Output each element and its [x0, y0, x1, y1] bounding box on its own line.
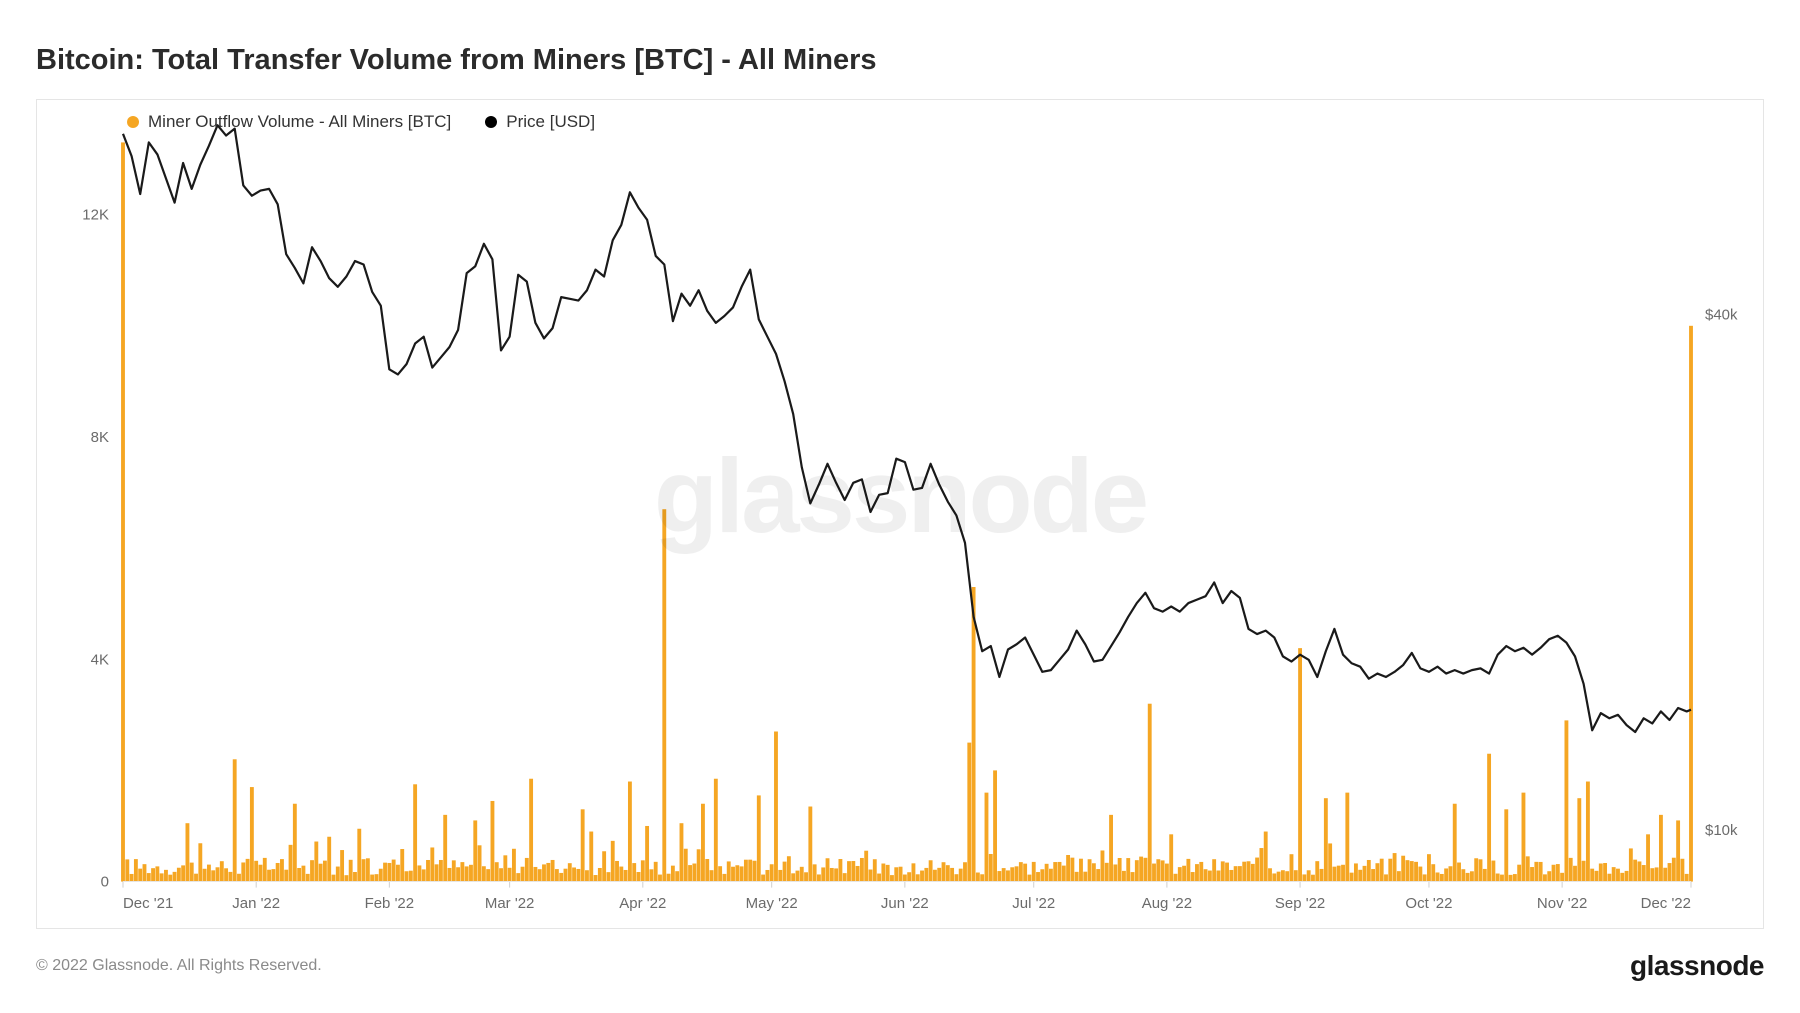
x-tick-label: Oct '22 — [1405, 895, 1452, 912]
y-right-tick-label: $10k — [1705, 822, 1738, 839]
x-tick-label: Sep '22 — [1275, 895, 1325, 912]
legend-dot-price — [485, 116, 497, 128]
y-left-tick-label: 4K — [91, 651, 109, 668]
x-tick-label: Jan '22 — [232, 895, 280, 912]
x-tick-label: Jul '22 — [1012, 895, 1055, 912]
brand-logo: glassnode — [1630, 950, 1764, 982]
legend-item-price: Price [USD] — [485, 112, 595, 132]
x-tick-label: Dec '21 — [123, 895, 173, 912]
x-tick-label: Dec '22 — [1641, 895, 1691, 912]
chart-legend: Miner Outflow Volume - All Miners [BTC] … — [127, 112, 595, 132]
copyright-text: © 2022 Glassnode. All Rights Reserved. — [36, 957, 322, 975]
x-tick-label: Aug '22 — [1142, 895, 1192, 912]
y-left-tick-label: 12K — [82, 207, 109, 224]
price-line — [123, 125, 1691, 732]
legend-label-outflow: Miner Outflow Volume - All Miners [BTC] — [148, 112, 451, 132]
chart-frame: Miner Outflow Volume - All Miners [BTC] … — [36, 99, 1764, 929]
legend-label-price: Price [USD] — [506, 112, 595, 132]
legend-item-outflow: Miner Outflow Volume - All Miners [BTC] — [127, 112, 451, 132]
x-tick-label: Apr '22 — [619, 895, 666, 912]
outflow-bars — [121, 142, 1693, 881]
x-tick-label: Jun '22 — [881, 895, 929, 912]
chart-title: Bitcoin: Total Transfer Volume from Mine… — [36, 44, 1764, 77]
legend-dot-outflow — [127, 116, 139, 128]
chart-canvas: 0 4K 8K 12K $10k $40k Dec '21 Jan '22 Feb '22 Mar… — [37, 100, 1763, 928]
x-tick-label: Nov '22 — [1537, 895, 1587, 912]
y-left-tick-label: 0 — [101, 874, 109, 891]
x-tick-label: Mar '22 — [485, 895, 535, 912]
y-right-tick-label: $40k — [1705, 306, 1738, 323]
x-tick-label: Feb '22 — [365, 895, 415, 912]
x-tick-label: May '22 — [746, 895, 798, 912]
y-left-tick-label: 8K — [91, 429, 109, 446]
